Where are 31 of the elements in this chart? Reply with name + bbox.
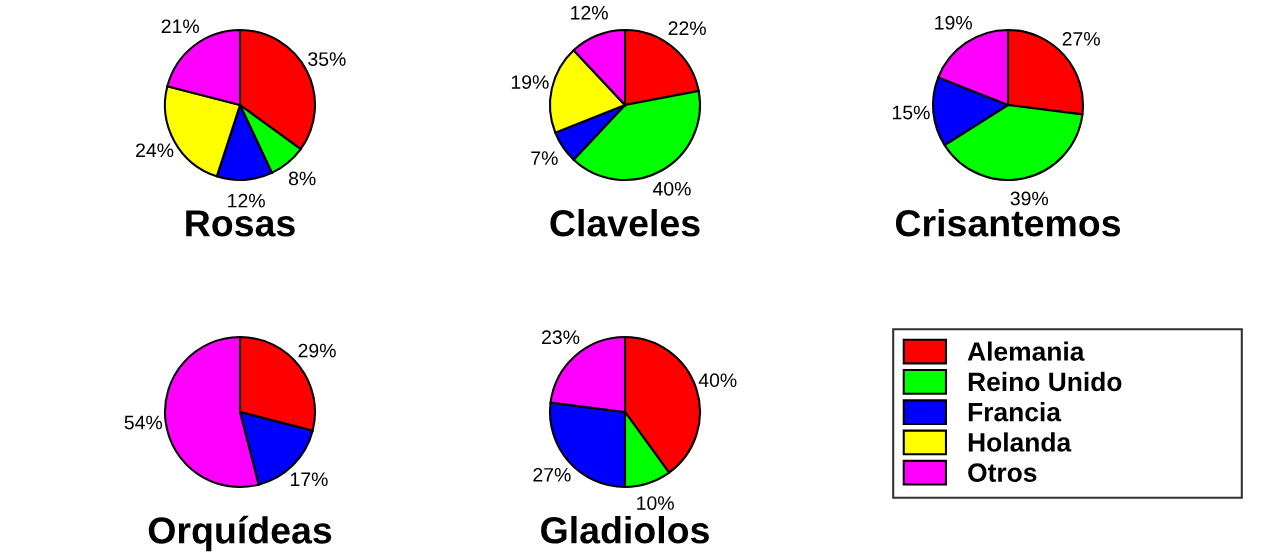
data-label: 22% [668,21,706,36]
data-label: 12% [571,5,608,20]
legend-label: Otros [968,463,1037,483]
legend-label: Holanda [968,432,1072,452]
data-label: 17% [290,472,328,487]
data-label: 27% [533,467,571,482]
data-label: 40% [652,181,691,196]
data-label: 10% [637,496,674,510]
data-label: 27% [1062,31,1100,46]
data-label: 40% [698,373,737,388]
data-label: 19% [511,75,549,89]
legend-label: Alemania [967,341,1085,361]
data-label: 8% [288,171,316,186]
text: Gladiolos [541,516,709,544]
legend-label: Francia [968,402,1062,422]
data-label: 24% [136,143,174,158]
data-label: 21% [161,19,200,34]
text: Claveles [550,209,700,237]
data-label: 19% [935,15,972,30]
data-label: 39% [1010,191,1049,206]
data-label: 7% [531,151,558,165]
data-label: 12% [228,193,265,208]
text: Orquídeas [148,515,332,552]
text: Rosas [186,210,295,237]
data-label: 54% [124,415,163,430]
data-label: 15% [892,105,930,120]
data-label: 23% [542,330,580,345]
data-label: 29% [298,343,336,358]
text: Crisantemos [895,209,1121,237]
data-label: 35% [308,52,346,66]
legend-label: Reino Unido [968,371,1122,392]
